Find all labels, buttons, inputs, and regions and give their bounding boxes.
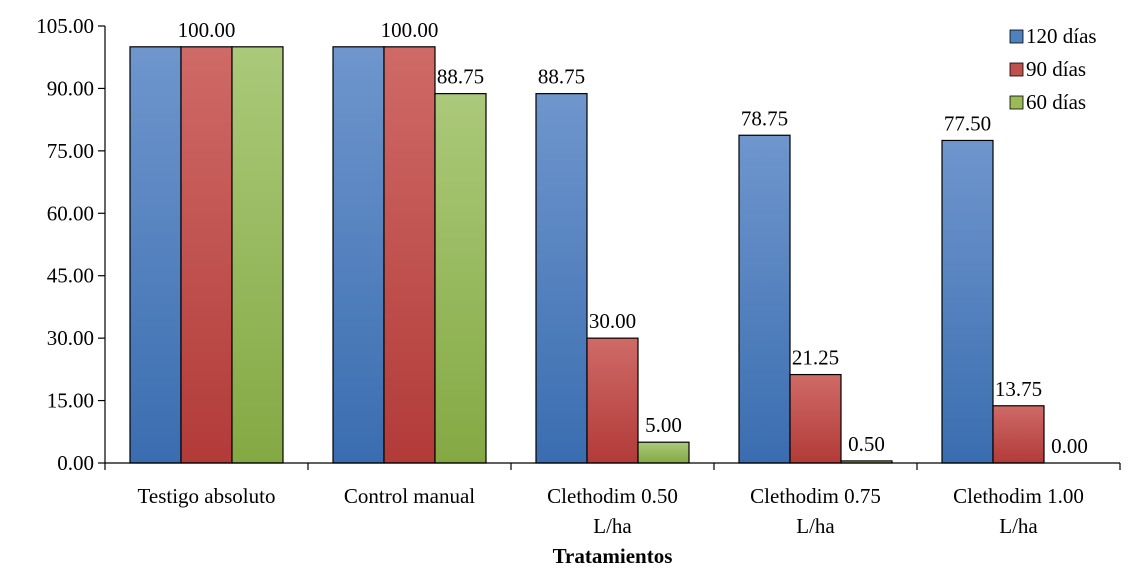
bar-1-1: [129, 46, 182, 464]
legend-swatch: [1009, 95, 1024, 110]
bar-2-3: [586, 337, 639, 464]
y-ticks: 0.00 15.00 30.00 45.00 60.00 75.00 90.00 105.00: [36, 14, 105, 475]
data-label: 0.50: [848, 432, 885, 456]
y-tick-label: 75.00: [47, 139, 94, 163]
data-label: 78.75: [741, 106, 788, 130]
bar-1-5: [941, 139, 994, 464]
bar-2-2: [383, 46, 436, 464]
x-category-label: Clethodim 0.50 L/ha: [547, 484, 678, 538]
x-category-label: Clethodim 0.75 L/ha: [750, 484, 881, 538]
data-label: 100.00: [178, 18, 236, 42]
y-tick-label: 15.00: [47, 389, 94, 413]
y-tick-label: 90.00: [47, 76, 94, 100]
x-axis-title: Tratamientos: [553, 544, 673, 568]
bar-2-5: [992, 405, 1045, 464]
data-label: 13.75: [995, 377, 1042, 401]
legend-label: 90 días: [1026, 57, 1086, 81]
data-label: 5.00: [645, 413, 682, 437]
y-tick-label: 45.00: [47, 264, 94, 288]
bar-2-1: [180, 46, 233, 464]
bar-3-1: [231, 46, 284, 464]
axis-layer: [104, 26, 1120, 464]
data-labels: 88.75 78.75 77.50 100.00 100.00 30.00 21.25 13.…: [178, 18, 1088, 458]
data-label: 30.00: [589, 309, 636, 333]
data-label: 21.25: [792, 346, 839, 370]
legend: 120 días 90 días 60 días: [1009, 24, 1097, 114]
bar-1-4: [738, 134, 791, 464]
y-tick-label: 30.00: [47, 326, 94, 350]
data-label: 88.75: [538, 65, 585, 89]
legend-label: 60 días: [1026, 90, 1086, 114]
bar-1-2: [332, 46, 385, 464]
legend-label: 120 días: [1026, 24, 1097, 48]
data-label: 88.75: [437, 65, 484, 89]
y-tick-label: 60.00: [47, 201, 94, 225]
y-tick-label: 0.00: [57, 451, 94, 475]
bar-3-3: [637, 441, 690, 464]
data-label: 100.00: [381, 18, 439, 42]
data-label: 77.50: [944, 111, 991, 135]
legend-swatch: [1009, 62, 1024, 77]
legend-swatch: [1009, 29, 1024, 44]
x-category-label: Testigo absoluto: [138, 484, 276, 508]
x-category-label: Control manual: [344, 484, 475, 508]
bar-2-4: [789, 373, 842, 464]
data-label: 0.00: [1051, 434, 1088, 458]
bar-3-2: [434, 93, 487, 464]
bar-1-3: [535, 93, 588, 464]
x-category-label: Clethodim 1.00 L/ha: [953, 484, 1084, 538]
x-ticks: Testigo absoluto Control manual Clethodim …: [104, 463, 1121, 538]
bars-layer: [129, 46, 1045, 464]
y-tick-label: 105.00: [36, 14, 94, 38]
